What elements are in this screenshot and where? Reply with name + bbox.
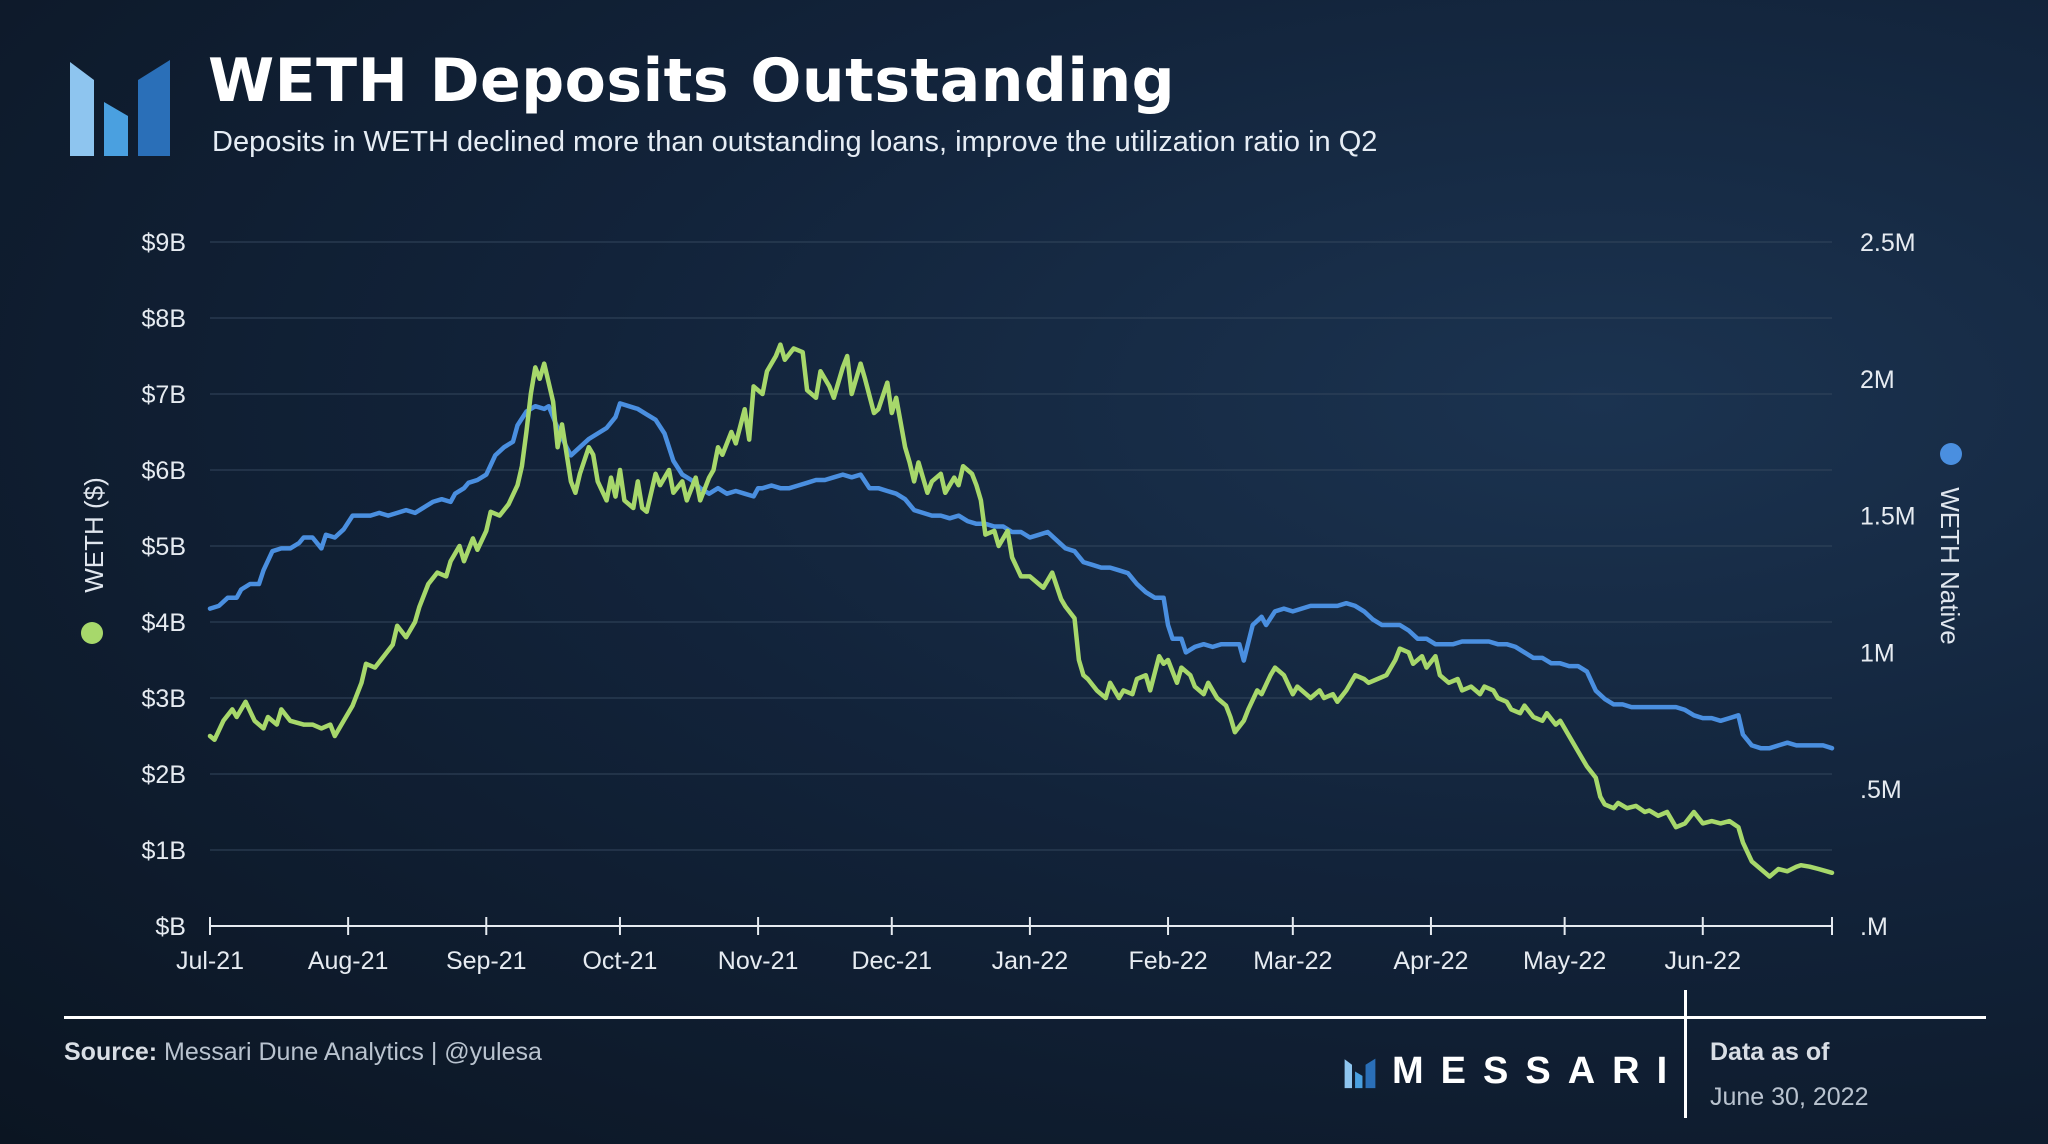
y-right-tick-label: 1M <box>1860 639 1895 667</box>
series-line-weth-usd <box>207 342 1835 879</box>
logo-bar-left <box>70 62 94 156</box>
x-axis: Jul-21 Aug-21 Sep-21 Oct-21 Nov-21 Dec-21 Jan-… <box>176 917 1833 975</box>
page-title: WETH Deposits Outstanding <box>208 46 1176 116</box>
logo-bar-right <box>138 60 170 156</box>
blue-dot-icon <box>1940 443 1962 465</box>
y-right-tick-label: 1.5M <box>1860 503 1916 531</box>
gridlines <box>210 241 1832 851</box>
y-right-tick-label: .M <box>1860 913 1888 941</box>
y-left-tick-label: $6B <box>142 457 186 485</box>
y-left-tick-label: $7B <box>142 381 186 409</box>
y-left-tick-label: $9B <box>142 229 186 257</box>
x-tick-label: Jan-22 <box>992 947 1068 975</box>
y-right-tick-label: .5M <box>1860 776 1902 804</box>
y-left-tick-label: $5B <box>142 533 186 561</box>
y-left-tick-label: $4B <box>142 609 186 637</box>
messari-brand-icon <box>1344 1058 1376 1089</box>
series-lines <box>207 342 1835 879</box>
y-right-tick-label: 2M <box>1860 366 1895 394</box>
y-left-tick-label: $8B <box>142 305 186 333</box>
x-tick-label: Feb-22 <box>1128 947 1207 975</box>
x-tick-label: Oct-21 <box>582 947 657 975</box>
y-axis-right-label: WETH Native <box>1935 487 1965 644</box>
y-left-tick-label: $B <box>155 913 186 941</box>
x-tick-label: Apr-22 <box>1393 947 1468 975</box>
y-axis-right-ticks: .M .5M 1M 1.5M 2M 2.5M <box>1860 229 1916 941</box>
source-label: Source: <box>64 1038 158 1066</box>
source-note: Source: Messari Dune Analytics | @yulesa <box>64 1038 542 1067</box>
y-axis-left-label: WETH ($) <box>79 477 109 593</box>
footer-vertical-divider <box>1684 990 1687 1118</box>
x-tick-label: Jun-22 <box>1665 947 1741 975</box>
x-tick-label: Aug-21 <box>308 947 389 975</box>
brand-wordmark: MESSARI <box>1392 1050 1685 1092</box>
green-dot-icon <box>81 622 103 644</box>
footer-divider <box>64 1016 1986 1019</box>
y-left-tick-label: $2B <box>142 761 186 789</box>
y-left-tick-label: $3B <box>142 685 186 713</box>
logo-bar-mid <box>104 102 128 156</box>
source-text: Messari Dune Analytics | @yulesa <box>164 1038 542 1066</box>
data-as-of-date: June 30, 2022 <box>1710 1083 1869 1111</box>
x-tick-label: Sep-21 <box>446 947 527 975</box>
chart-canvas: $B $1B $2B $3B $4B $5B $6B $7B $8B $9B .M .5M 1M 1.5… <box>79 229 1965 975</box>
x-tick-label: Dec-21 <box>851 947 932 975</box>
data-as-of-label: Data as of <box>1710 1038 1830 1066</box>
y-axis-left-ticks: $B $1B $2B $3B $4B $5B $6B $7B $8B $9B <box>142 229 186 941</box>
x-tick-label: Jul-21 <box>176 947 244 975</box>
page-subtitle: Deposits in WETH declined more than outs… <box>212 126 1378 158</box>
y-left-tick-label: $1B <box>142 837 186 865</box>
x-tick-label: Nov-21 <box>718 947 799 975</box>
y-right-tick-label: 2.5M <box>1860 229 1916 257</box>
messari-logo-icon <box>70 60 170 156</box>
x-tick-label: Mar-22 <box>1253 947 1332 975</box>
x-tick-label: May-22 <box>1523 947 1606 975</box>
